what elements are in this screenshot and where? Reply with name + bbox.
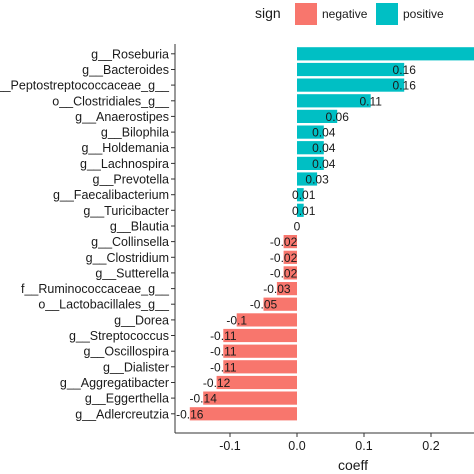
y-tick-label: g__Prevotella: [93, 173, 169, 187]
data-label: -0.12: [203, 376, 231, 390]
bar: [297, 47, 474, 61]
data-label: 0.04: [312, 141, 336, 155]
y-tick-label: g__Eggerthella: [85, 392, 169, 406]
data-label: 0.06: [326, 110, 350, 124]
bar: [297, 109, 338, 123]
bar: [297, 94, 371, 108]
y-tick-label: g__Roseburia: [91, 47, 169, 61]
data-label: -0.03: [263, 282, 291, 296]
bar: [297, 125, 324, 139]
data-label: -0.16: [176, 407, 204, 421]
x-tick-label: 0.2: [422, 439, 439, 453]
data-label: -0.02: [270, 235, 298, 249]
y-tick-label: f__Ruminococcaceae_g__: [21, 282, 170, 296]
y-tick-label: o__Lactobacillales_g__: [38, 298, 170, 312]
bar: [297, 78, 405, 92]
legend-label-negative: negative: [322, 7, 368, 21]
y-tick-label: g__Anaerostipes: [75, 110, 169, 124]
data-label: 0.11: [359, 94, 382, 108]
bar: [297, 172, 318, 186]
bar: [189, 407, 297, 421]
bar: [216, 375, 297, 390]
bar: [297, 141, 324, 155]
x-axis: -0.1 0.0 0.1 0.2: [175, 432, 474, 453]
legend-swatch-negative: [295, 3, 317, 25]
bar: [236, 313, 297, 327]
x-tick-label: 0.1: [355, 439, 372, 453]
bar: [297, 203, 304, 217]
legend-title: sign: [255, 5, 281, 21]
bar: [203, 391, 297, 405]
x-axis-label: coeff: [338, 457, 368, 473]
data-label: 0.01: [292, 204, 316, 218]
y-tick-label: g__Holdemania: [81, 141, 169, 155]
y-tick-label: g__Aggregatibacter: [60, 376, 169, 390]
x-tick-label: 0.0: [288, 439, 305, 453]
data-label: -0.14: [190, 392, 218, 406]
legend: sign negative positive: [255, 3, 444, 25]
y-tick-label: g__Clostridium: [86, 251, 169, 265]
y-tick-label: g__Turicibacter: [83, 204, 169, 218]
data-label: -0.11: [210, 345, 237, 359]
y-tick-label: g__Dialister: [103, 360, 169, 374]
data-label: 0.03: [305, 173, 329, 187]
bar: [283, 250, 297, 264]
y-tick-label: g__Bilophila: [101, 126, 169, 140]
data-label: -0.02: [270, 266, 298, 280]
bar: [223, 328, 297, 343]
legend-label-positive: positive: [403, 7, 444, 21]
data-label: -0.02: [270, 251, 298, 265]
y-tick-label: o__Peptostreptococcaceae_g__: [0, 79, 170, 93]
data-label: -0.05: [250, 298, 278, 312]
bar: [263, 297, 297, 311]
y-tick-label: g__Blautia: [110, 220, 169, 234]
y-axis: g__Roseburia g__Bacteroides o__Peptostrept…: [0, 44, 176, 433]
data-label: 0.01: [292, 188, 316, 202]
bars: [189, 47, 474, 421]
y-tick-label: g__Streptococcus: [69, 329, 169, 343]
data-label: 0.16: [393, 63, 417, 77]
data-label: -0.11: [210, 329, 237, 343]
x-tick-label: -0.1: [219, 439, 241, 453]
data-labels: 0.160.160.110.060.040.040.040.030.010.01…: [176, 63, 416, 421]
bar: [223, 360, 297, 374]
bar: [297, 62, 405, 77]
data-label: 0.04: [312, 157, 336, 171]
bar: [283, 235, 297, 249]
y-tick-label: g__Sutterella: [95, 266, 169, 280]
y-tick-label: g__Faecalibacterium: [53, 188, 169, 202]
bar: [283, 266, 297, 280]
y-tick-label: o__Clostridiales_g__: [52, 94, 170, 108]
y-tick-label: g__Dorea: [114, 313, 169, 327]
bar: [223, 344, 297, 358]
legend-swatch-positive: [376, 3, 398, 25]
y-tick-label: g__Collinsella: [91, 235, 169, 249]
y-tick-label: g__Lachnospira: [80, 157, 169, 171]
bar: [297, 188, 304, 202]
y-tick-label: g__Bacteroides: [82, 63, 169, 77]
data-label: 0.16: [393, 79, 417, 93]
data-label: 0: [294, 220, 301, 234]
y-tick-label: g__Adlercreutzia: [75, 407, 169, 421]
bar: [276, 282, 297, 296]
y-tick-label: g__Oscillospira: [84, 345, 170, 359]
data-label: -0.1: [226, 313, 247, 327]
bar: [297, 156, 324, 170]
data-label: -0.11: [210, 360, 237, 374]
data-label: 0.04: [312, 126, 336, 140]
